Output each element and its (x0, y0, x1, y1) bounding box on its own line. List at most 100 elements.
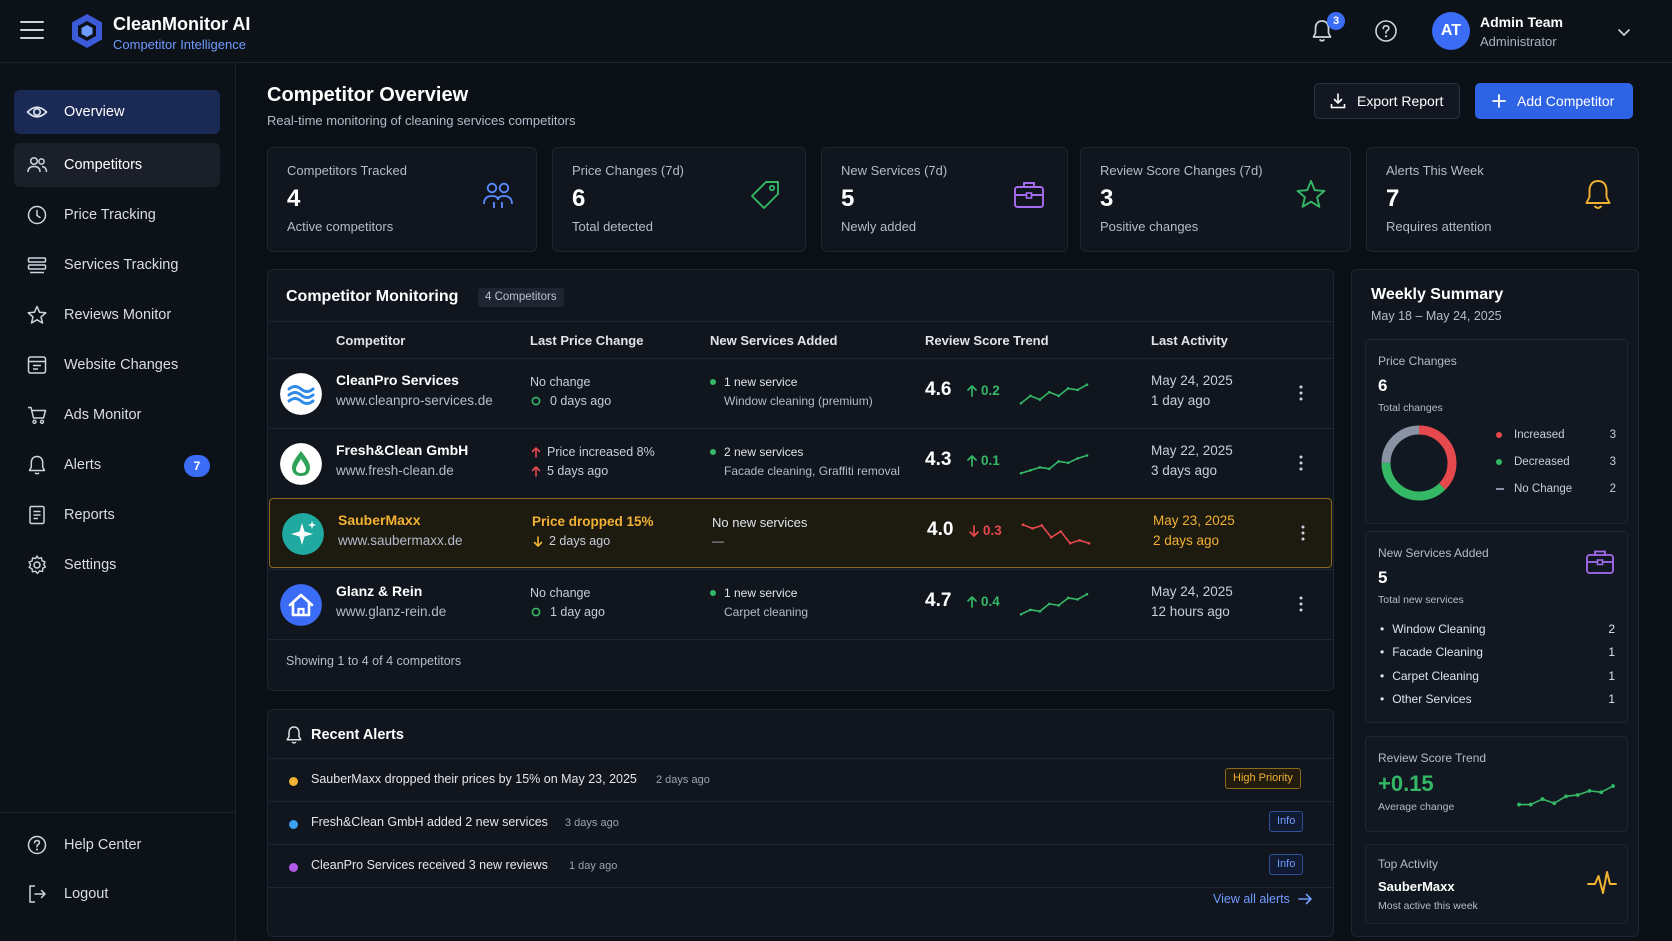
review-score: 4.7 (925, 590, 952, 611)
sparkline-point (1076, 388, 1079, 392)
arrow-up-icon (967, 454, 977, 467)
competitor-monitoring-panel: Competitor Monitoring 4 Competitors Comp… (267, 269, 1334, 691)
top-activity-name[interactable]: SauberMaxx (1378, 879, 1455, 894)
stat-subtext: Newly added (841, 219, 917, 234)
alert-item[interactable]: SauberMaxx dropped their prices by 15% o… (268, 758, 1333, 800)
review-trend-sparkline (1021, 523, 1091, 545)
column-header-review-score-trend[interactable]: Review Score Trend (925, 333, 1049, 348)
last-activity-date: May 23, 2025 (1153, 513, 1235, 528)
sparkline-point (1047, 467, 1051, 471)
summary-label: Price Changes (1378, 354, 1457, 368)
user-avatar[interactable]: AT (1432, 12, 1470, 50)
arrow-right-icon (1298, 893, 1312, 905)
notification-count-badge: 3 (1327, 12, 1345, 30)
page-title: Competitor Overview (267, 84, 469, 106)
service-count: 1 (1608, 692, 1615, 706)
sidebar-item-services-tracking[interactable]: Services Tracking (14, 243, 220, 287)
sparkline-point (1031, 527, 1034, 530)
sparkline-point (1019, 612, 1023, 616)
help-icon[interactable] (1374, 19, 1398, 43)
table-row[interactable]: CleanPro Services www.cleanpro-services.… (268, 358, 1333, 428)
competitor-url[interactable]: www.fresh-clean.de (336, 463, 454, 478)
table-divider (268, 321, 1333, 322)
stat-card-competitors-tracked: Competitors Tracked 4 Active competitors (267, 147, 537, 252)
sidebar-item-overview[interactable]: Overview (14, 90, 220, 134)
service-count: 1 (1608, 645, 1615, 659)
sidebar-item-ads-monitor[interactable]: Ads Monitor (14, 393, 220, 437)
sidebar-item-competitors[interactable]: Competitors (14, 143, 220, 187)
plus-icon (1492, 94, 1506, 108)
sparkline-point (1029, 469, 1032, 472)
competitor-count-badge: 4 Competitors (478, 288, 564, 307)
column-header-last-price-change[interactable]: Last Price Change (530, 333, 644, 348)
last-activity-relative: 12 hours ago (1151, 604, 1230, 619)
alert-text: CleanPro Services received 3 new reviews (311, 858, 548, 872)
app-logo-icon (72, 14, 102, 48)
price-change-status: Price dropped 15% (532, 514, 654, 529)
chevron-down-icon[interactable] (1616, 24, 1632, 40)
sidebar-item-reports[interactable]: Reports (14, 493, 220, 537)
more-options-icon[interactable] (1300, 523, 1306, 543)
table-row[interactable]: Glanz & Rein www.glanz-rein.de No change… (268, 569, 1333, 639)
more-options-icon[interactable] (1298, 383, 1304, 403)
bell-icon (286, 726, 302, 744)
column-header-competitor[interactable]: Competitor (336, 333, 406, 348)
user-name: Admin Team (1480, 14, 1563, 30)
review-trend-summary-card: Review Score Trend +0.15 Average change (1365, 736, 1628, 832)
competitor-url[interactable]: www.saubermaxx.de (338, 533, 463, 548)
info-badge[interactable]: Info (1269, 811, 1304, 832)
sparkline-point (1587, 788, 1592, 793)
hamburger-menu-icon[interactable] (19, 18, 45, 42)
last-activity-relative: 1 day ago (1151, 393, 1211, 408)
sidebar-item-help-center[interactable]: Help Center (14, 823, 220, 867)
high-priority-badge[interactable]: High Priority (1225, 768, 1301, 789)
sidebar-divider (0, 812, 236, 813)
view-all-alerts-link[interactable]: View all alerts (1213, 892, 1313, 906)
column-header-new-services[interactable]: New Services Added (710, 333, 838, 348)
review-score-delta: 0.2 (966, 383, 1000, 398)
sparkline-point (1552, 801, 1557, 806)
sidebar-item-reviews-monitor[interactable]: Reviews Monitor (14, 293, 220, 337)
competitor-name[interactable]: Fresh&Clean GmbH (336, 442, 469, 458)
sparkline-point (1575, 793, 1580, 797)
more-options-icon[interactable] (1298, 594, 1304, 614)
alert-time: 1 day ago (569, 860, 618, 872)
table-row-highlighted[interactable]: SauberMaxx www.saubermaxx.de Price dropp… (269, 498, 1332, 568)
alert-item[interactable]: CleanPro Services received 3 new reviews… (268, 844, 1333, 886)
download-icon (1330, 93, 1346, 109)
new-services-count: No new services (712, 515, 808, 530)
competitor-name[interactable]: SauberMaxx (338, 512, 421, 528)
users-icon (483, 182, 513, 208)
sidebar-item-website-changes[interactable]: Website Changes (14, 343, 220, 387)
new-services-count: 1 new service (724, 375, 798, 389)
sidebar: Overview Competitors Price Tracking Serv… (0, 63, 236, 941)
competitor-name[interactable]: CleanPro Services (336, 372, 459, 388)
alert-item[interactable]: Fresh&Clean GmbH added 2 new services 3 … (268, 801, 1333, 843)
competitor-url[interactable]: www.glanz-rein.de (336, 604, 447, 619)
info-badge[interactable]: Info (1269, 854, 1304, 875)
sparkline-point (1038, 398, 1042, 401)
pagination-summary: Showing 1 to 4 of 4 competitors (286, 654, 462, 668)
donut-segment-no-change (1381, 425, 1457, 501)
competitor-url[interactable]: www.cleanpro-services.de (336, 393, 493, 408)
briefcase-icon (1586, 550, 1614, 574)
stat-label: Alerts This Week (1386, 163, 1484, 178)
export-report-button[interactable]: Export Report (1314, 83, 1460, 119)
notifications-bell-icon[interactable] (1310, 18, 1334, 44)
star-icon (27, 305, 47, 324)
more-options-icon[interactable] (1298, 453, 1304, 473)
sidebar-item-settings[interactable]: Settings (14, 543, 220, 587)
table-row[interactable]: Fresh&Clean GmbH www.fresh-clean.de Pric… (268, 428, 1333, 498)
competitor-name[interactable]: Glanz & Rein (336, 583, 423, 599)
stat-label: Price Changes (7d) (572, 163, 684, 178)
sidebar-item-logout[interactable]: Logout (14, 872, 220, 916)
summary-value: +0.15 (1378, 771, 1434, 796)
sidebar-item-price-tracking[interactable]: Price Tracking (14, 193, 220, 237)
column-header-last-activity[interactable]: Last Activity (1151, 333, 1228, 348)
price-change-status: Price increased 8% (530, 445, 655, 459)
review-trend-sparkline (1019, 592, 1089, 616)
add-competitor-button[interactable]: Add Competitor (1475, 83, 1633, 119)
summary-subtext: Most active this week (1378, 900, 1478, 912)
sidebar-item-alerts[interactable]: Alerts 7 (14, 443, 220, 487)
sparkline-point (1068, 541, 1072, 545)
